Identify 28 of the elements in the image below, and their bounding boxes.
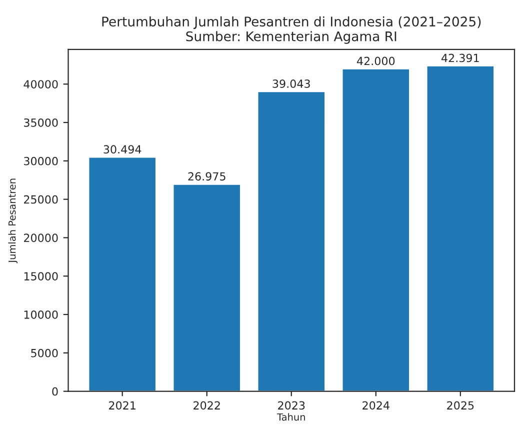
y-tick-label: 10000	[24, 310, 58, 319]
chart-title: Pertumbuhan Jumlah Pesantren di Indonesia (2021–2025)	[102, 16, 481, 29]
y-tick-label: 15000	[24, 272, 58, 280]
data-label: 39.043	[272, 79, 310, 88]
chart-subtitle: Sumber: Kementerian Agama RI	[186, 31, 396, 44]
x-tick-label: 2025	[447, 401, 474, 410]
x-tick-label: 2024	[362, 401, 390, 410]
y-tick-label: 0	[52, 387, 58, 396]
y-axis-title: Jumlah Pesantren	[8, 178, 18, 264]
data-label: 42.391	[442, 54, 479, 62]
y-tick-label: 25000	[24, 195, 58, 204]
x-axis-title: Tahun	[276, 413, 305, 421]
data-label: 26.975	[188, 172, 226, 181]
bar	[256, 90, 326, 392]
y-tick-label: 20000	[24, 234, 58, 242]
bar	[341, 68, 410, 392]
bar	[172, 183, 242, 392]
x-tick-label: 2023	[278, 401, 305, 410]
data-label: 30.494	[104, 145, 142, 154]
bar	[426, 65, 495, 392]
x-tick-label: 2021	[109, 401, 136, 410]
bar	[88, 156, 157, 392]
y-tick-label: 5000	[31, 348, 58, 358]
y-tick-label: 30000	[24, 156, 58, 166]
y-tick-label: 35000	[24, 118, 58, 127]
y-tick-label: 40000	[24, 80, 58, 88]
x-tick-label: 2022	[194, 401, 220, 410]
data-label: 42.000	[356, 56, 395, 66]
